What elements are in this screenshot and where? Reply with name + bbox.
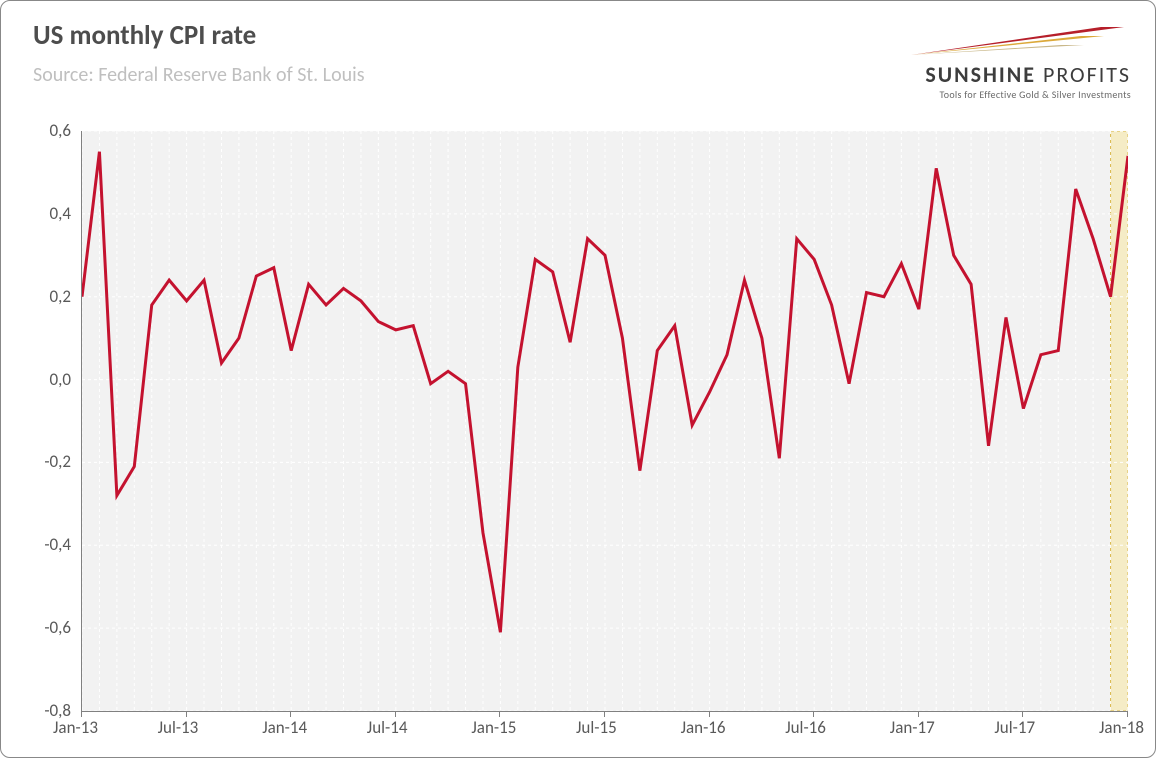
- logo-brand-top: SUNSHINE: [925, 61, 1036, 88]
- x-axis-tick: [499, 711, 500, 717]
- y-axis-label: -0,6: [44, 617, 71, 638]
- chart-subtitle: Source: Federal Reserve Bank of St. Loui…: [33, 63, 365, 87]
- logo-tagline: Tools for Effective Gold & Silver Invest…: [901, 88, 1131, 101]
- x-axis-label: Jan-16: [681, 717, 726, 738]
- x-axis-tick: [1022, 711, 1023, 717]
- x-axis-tick: [186, 711, 187, 717]
- brand-logo: SUNSHINE PROFITS Tools for Effective Gol…: [901, 21, 1131, 101]
- logo-brand-bottom: PROFITS: [1043, 61, 1131, 88]
- x-axis-label: Jan-17: [890, 717, 935, 738]
- y-axis-label: 0,2: [50, 286, 71, 307]
- x-axis-label: Jul-14: [367, 717, 408, 738]
- x-axis-tick: [1127, 711, 1128, 717]
- x-axis-tick: [395, 711, 396, 717]
- x-axis-label: Jul-16: [785, 717, 826, 738]
- y-axis-label: 0,0: [50, 369, 71, 390]
- x-axis-tick: [813, 711, 814, 717]
- y-axis-label: 0,6: [50, 120, 71, 141]
- x-axis-label: Jan-13: [53, 717, 98, 738]
- x-axis-tick: [290, 711, 291, 717]
- x-axis-tick: [604, 711, 605, 717]
- chart-frame: US monthly CPI rate Source: Federal Rese…: [0, 0, 1156, 758]
- logo-brand-text: SUNSHINE PROFITS: [901, 61, 1131, 88]
- x-axis-tick: [709, 711, 710, 717]
- y-axis-label: 0,4: [50, 203, 71, 224]
- y-axis-label: -0,2: [44, 451, 71, 472]
- x-axis-label: Jul-15: [576, 717, 617, 738]
- x-axis-label: Jan-18: [1099, 717, 1144, 738]
- x-axis-label: Jul-17: [994, 717, 1035, 738]
- x-axis-label: Jul-13: [158, 717, 199, 738]
- x-axis-tick: [918, 711, 919, 717]
- x-axis-tick: [81, 711, 82, 717]
- chart-title: US monthly CPI rate: [33, 19, 256, 52]
- y-axis-label: -0,4: [44, 534, 71, 555]
- x-axis-label: Jan-15: [471, 717, 516, 738]
- plot-area: [81, 131, 1128, 712]
- x-axis-label: Jan-14: [262, 717, 307, 738]
- logo-swoosh-icon: [901, 21, 1131, 61]
